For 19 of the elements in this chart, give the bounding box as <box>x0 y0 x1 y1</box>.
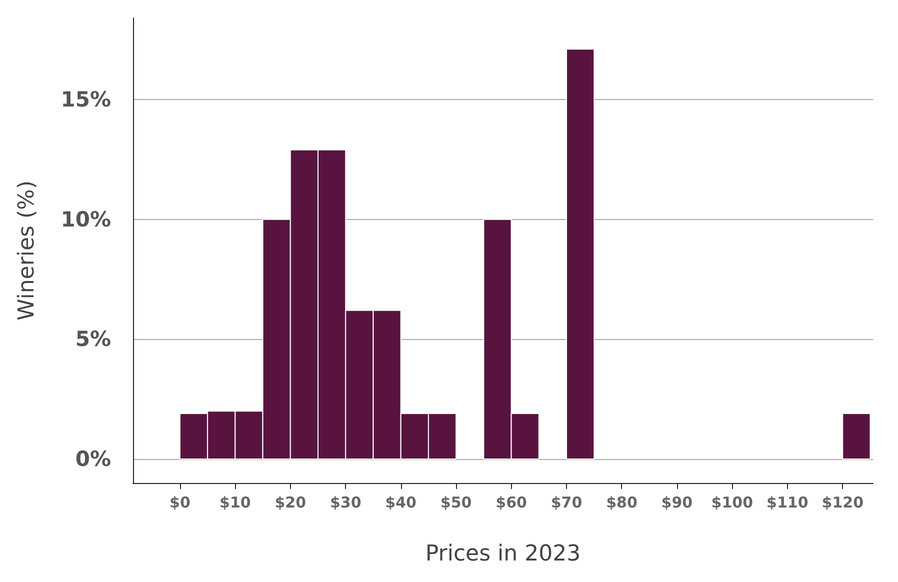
x-tick-label: $30 <box>330 494 362 512</box>
y-tick-label: 10% <box>60 207 111 232</box>
x-tick-label: $20 <box>274 494 306 512</box>
x-tick-label: $10 <box>220 494 251 512</box>
x-tick-label: $90 <box>661 494 693 512</box>
x-axis-title: Prices in 2023 <box>425 542 581 566</box>
x-tick-label: $120 <box>822 494 864 512</box>
x-tick-label: $100 <box>711 494 754 512</box>
y-axis-title: Wineries (%) <box>14 180 40 321</box>
x-tick-label: $50 <box>440 494 472 512</box>
x-tick-label: $80 <box>606 494 638 512</box>
x-tick-label: $40 <box>385 494 416 512</box>
y-tick-label: 0% <box>75 447 111 472</box>
x-tick-label: $70 <box>550 494 582 512</box>
x-tick-label: $110 <box>766 494 808 512</box>
y-tick-label: 15% <box>60 87 111 112</box>
y-tick-label: 5% <box>75 327 111 352</box>
x-tick-label: $0 <box>170 494 190 512</box>
x-tick-label: $60 <box>496 494 527 512</box>
